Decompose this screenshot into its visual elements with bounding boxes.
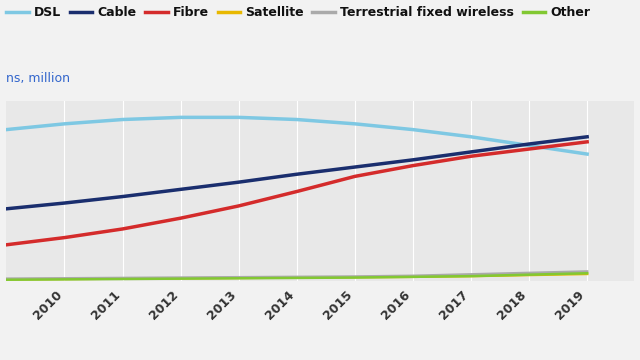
Legend: DSL, Cable, Fibre, Satellite, Terrestrial fixed wireless, Other: DSL, Cable, Fibre, Satellite, Terrestria… [6, 6, 590, 19]
Text: ns, million: ns, million [6, 72, 70, 85]
